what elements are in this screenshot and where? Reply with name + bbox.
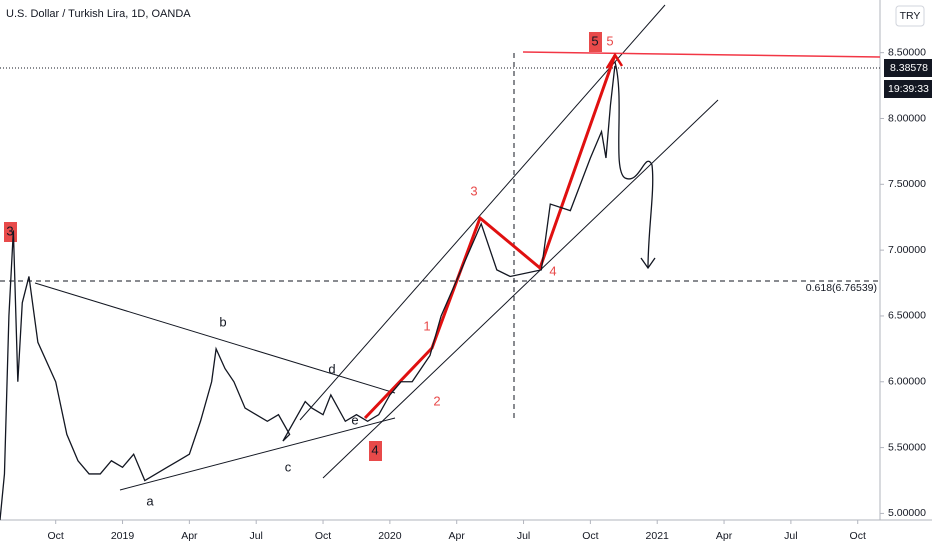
countdown-box: [884, 80, 932, 98]
x-tick-label: Apr: [449, 530, 466, 542]
y-tick-label: 6.00000: [888, 376, 926, 388]
wave-label: 4: [549, 263, 556, 278]
x-tick-label: Jul: [249, 530, 262, 542]
x-tick-label: 2019: [111, 530, 135, 542]
wave-label: e: [351, 412, 358, 427]
wave-label: 3: [6, 223, 13, 238]
label-box: [589, 32, 602, 52]
y-tick-label: 6.50000: [888, 310, 926, 322]
triangle-lower: [119, 417, 396, 491]
last-price-box: [884, 59, 932, 77]
target-line: [522, 51, 881, 58]
x-tick-label: Apr: [181, 530, 198, 542]
last-price-label: 8.38578: [890, 62, 928, 74]
label-box: [369, 441, 382, 461]
projection-arrow: [614, 61, 654, 269]
y-tick-label: 5.50000: [888, 441, 926, 453]
wave-zigzag: [363, 54, 617, 420]
x-tick-label: Oct: [582, 530, 598, 542]
wave-arrowhead: [605, 52, 624, 69]
x-tick-label: Oct: [315, 530, 331, 542]
x-tick-label: 2020: [378, 530, 402, 542]
x-tick-label: Oct: [48, 530, 64, 542]
wave-label: 5: [606, 33, 613, 48]
price-line: [0, 65, 616, 521]
x-tick-label: Jul: [517, 530, 530, 542]
projection-arrowhead: [640, 257, 656, 270]
y-tick-label: 7.50000: [888, 178, 926, 190]
y-tick-label: 5.00000: [888, 507, 926, 519]
currency-label[interactable]: TRY: [900, 10, 921, 22]
wave-label: b: [219, 314, 226, 329]
x-tick-label: Apr: [716, 530, 733, 542]
wave-label: d: [328, 361, 335, 376]
wave-label: c: [285, 459, 292, 474]
y-tick-label: 7.00000: [888, 244, 926, 256]
y-tick-label: 8.50000: [888, 46, 926, 58]
channel-lower: [322, 99, 719, 479]
wave-label: 5: [591, 33, 598, 48]
wave-label: 1: [423, 318, 430, 333]
wave-label: 2: [433, 393, 440, 408]
x-tick-label: Jul: [784, 530, 797, 542]
triangle-upper: [34, 282, 396, 394]
chart-title: U.S. Dollar / Turkish Lira, 1D, OANDA: [6, 8, 191, 20]
currency-button[interactable]: [895, 5, 925, 27]
channel-upper: [299, 4, 666, 421]
countdown-label: 19:39:33: [888, 83, 929, 95]
x-tick-label: 2021: [646, 530, 670, 542]
wave-label: 3: [470, 183, 477, 198]
x-tick-label: Oct: [850, 530, 866, 542]
wave-label: a: [146, 493, 154, 508]
fib-label: 0.618(6.76539): [806, 282, 877, 294]
wave-label: 4: [371, 442, 378, 457]
y-tick-label: 8.00000: [888, 112, 926, 124]
